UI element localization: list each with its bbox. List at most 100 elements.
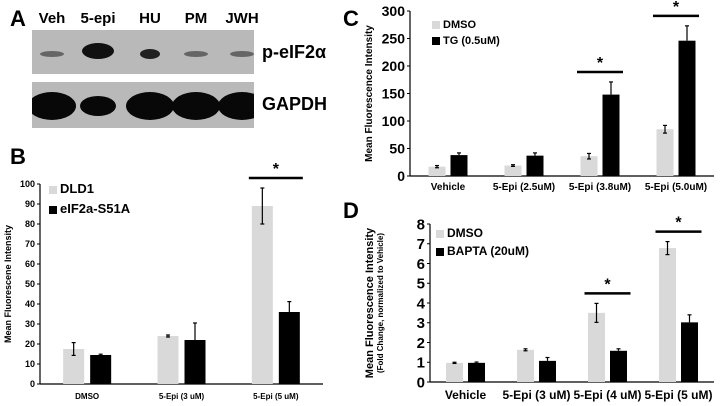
y-tick-label: 90: [25, 199, 35, 209]
y-tick-label: 7: [417, 236, 425, 253]
blot-band: [172, 92, 220, 120]
bar: [517, 349, 534, 382]
y-tick-label: 0: [30, 379, 35, 389]
blot-gapdh: [28, 82, 266, 128]
blot-band: [230, 51, 254, 57]
blot-band: [80, 96, 116, 116]
y-tick-label: 3: [417, 315, 425, 332]
panel-a-letter: A: [10, 6, 26, 31]
y-axis-subtitle: (Fold Change, normalized to Vehicle): [376, 233, 385, 373]
blot-bands-p-eif2a: [40, 43, 254, 59]
blot-band: [126, 92, 174, 120]
x-category-label: 5-Epi (3 uM): [503, 388, 571, 402]
y-tick-label: 40: [25, 299, 35, 309]
y-tick-label: 150: [382, 85, 406, 101]
bar: [610, 350, 627, 382]
bar: [504, 165, 522, 176]
y-tick-label: 8: [417, 216, 425, 233]
y-tick-label: 4: [417, 295, 426, 312]
lane-label: PM: [184, 10, 208, 27]
blot-band: [28, 92, 76, 120]
bar: [526, 155, 544, 176]
bar: [468, 362, 485, 382]
legend-swatch: [436, 230, 444, 238]
bar: [588, 312, 605, 382]
blot-band: [40, 51, 64, 57]
y-tick-label: 80: [25, 219, 35, 229]
y-tick-label: 0: [397, 168, 405, 184]
bar: [681, 322, 698, 382]
lane-label: JWH: [225, 10, 259, 27]
lane-label: HU: [139, 10, 161, 27]
y-tick-label: 60: [25, 259, 35, 269]
legend-label: DLD1: [60, 181, 94, 196]
blot-band: [184, 51, 208, 57]
y-tick-label: 300: [382, 3, 406, 19]
blot-band: [82, 43, 114, 59]
x-category-label: 5-Epi (5 uM): [645, 388, 713, 402]
bar: [580, 156, 598, 176]
x-category-label: 5-Epi (5.0uM): [645, 182, 707, 193]
y-tick-label: 70: [25, 239, 35, 249]
lane-label: 5-epi: [80, 10, 116, 27]
legend-swatch: [432, 37, 440, 45]
x-category-label: Vehicle: [431, 182, 466, 193]
legend-label: TG (0.5uM): [443, 35, 500, 47]
band-label-p-eif2a: p-eIF2α: [262, 42, 327, 62]
bar: [446, 362, 463, 382]
bar: [656, 129, 674, 176]
bar: [184, 340, 206, 384]
lane-label: Veh: [38, 10, 66, 27]
legend-label: BAPTA (20uM): [447, 244, 529, 258]
panel-c-letter: C: [343, 6, 359, 31]
bar: [659, 248, 676, 382]
x-category-label: Vehicle: [445, 388, 487, 402]
y-tick-label: 1: [417, 355, 425, 372]
legend-swatch: [432, 21, 440, 29]
legend-swatch: [49, 186, 57, 194]
x-category-label: 5-Epi (4 uM): [574, 388, 642, 402]
bar: [539, 360, 556, 382]
y-tick-label: 5: [417, 276, 425, 293]
legend-label: DMSO: [447, 226, 483, 240]
y-tick-label: 30: [25, 319, 35, 329]
y-tick-label: 2: [417, 335, 425, 352]
legend-swatch: [436, 248, 444, 256]
y-tick-label: 6: [417, 256, 425, 273]
y-axis-title: Mean Fluorescence Intensity: [364, 227, 376, 378]
y-tick-label: 10: [25, 359, 35, 369]
legend-label: eIF2a-S51A: [60, 201, 131, 216]
significance-star: *: [675, 215, 682, 232]
band-label-gapdh: GAPDH: [262, 94, 328, 114]
bar: [278, 312, 300, 384]
y-tick-label: 50: [389, 140, 405, 156]
y-tick-label: 20: [25, 339, 35, 349]
bar: [678, 40, 696, 177]
bar: [63, 349, 85, 384]
panel-d-letter: D: [343, 198, 359, 223]
panel-b-letter: B: [10, 144, 26, 169]
x-category-label: 5-Epi (3 uM): [159, 392, 205, 401]
y-axis-title: Mean Fluorescene Intensity: [3, 225, 13, 343]
y-tick-label: 250: [382, 30, 406, 46]
y-axis-title: Mean Fluorescence Intensity: [364, 25, 375, 162]
x-category-label: 5-Epi (2.5uM): [493, 182, 555, 193]
bar: [428, 166, 446, 176]
x-category-label: 5-Epi (3.8uM): [569, 182, 631, 193]
y-tick-label: 200: [382, 58, 406, 74]
blot-band: [140, 49, 160, 59]
bar: [602, 94, 620, 176]
bar: [450, 155, 468, 176]
legend-swatch: [49, 206, 57, 214]
y-tick-label: 100: [382, 113, 406, 129]
legend-label: DMSO: [443, 19, 476, 31]
x-category-label: DMSO: [75, 392, 99, 401]
bar: [251, 206, 273, 384]
bar: [157, 336, 179, 384]
y-tick-label: 0: [417, 374, 425, 391]
x-category-label: 5-Epi (5 uM): [253, 392, 299, 401]
significance-star: *: [273, 161, 280, 178]
